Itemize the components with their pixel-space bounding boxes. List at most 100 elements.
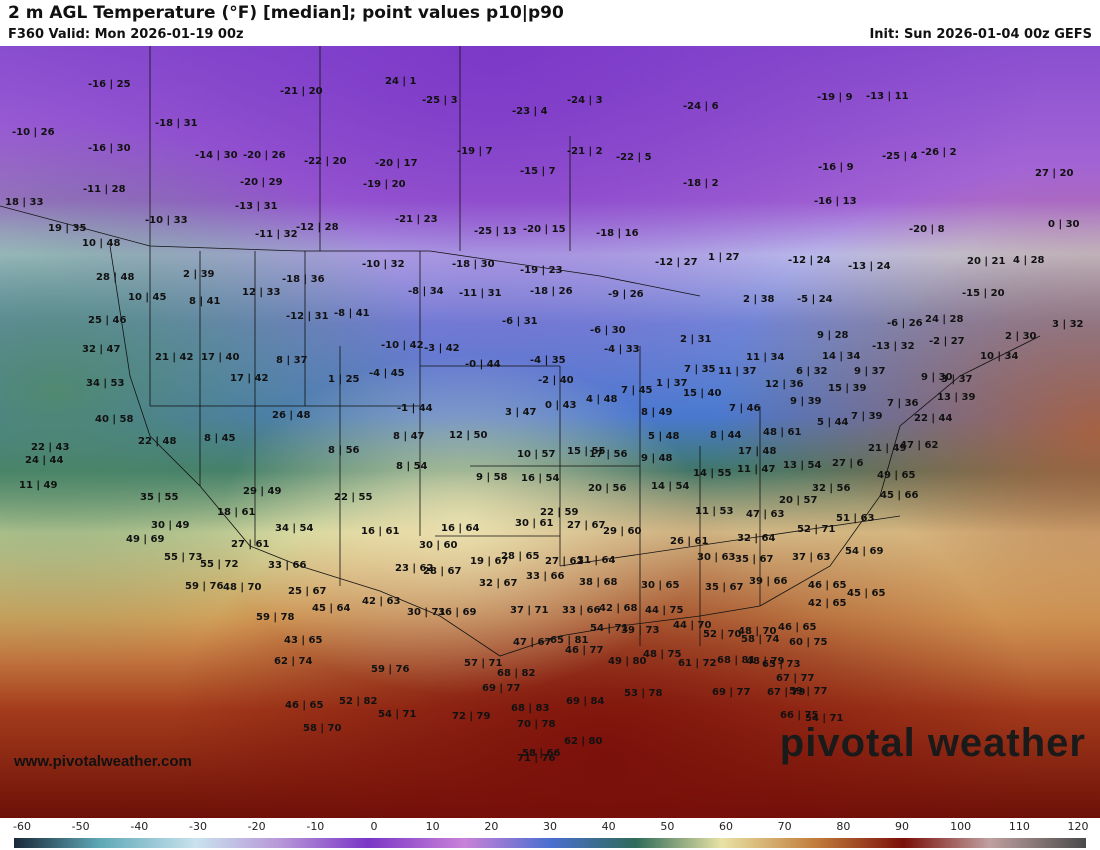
- point-value: 66 | 75: [780, 710, 819, 721]
- point-value: 27 | 6: [832, 458, 864, 469]
- point-value: 58 | 66: [522, 748, 561, 759]
- point-value: 49 | 69: [126, 534, 165, 545]
- point-value: -6 | 26: [887, 318, 923, 329]
- point-value: -15 | 20: [962, 288, 1005, 299]
- point-value: 16 | 64: [441, 523, 480, 534]
- point-value: -18 | 30: [452, 259, 495, 270]
- point-value: 30 | 65: [641, 580, 680, 591]
- point-value: 3 | 32: [1052, 319, 1084, 330]
- map-title: 2 m AGL Temperature (°F) [median]; point…: [8, 3, 564, 23]
- point-value: 1 | 37: [656, 378, 688, 389]
- point-value: -11 | 32: [255, 229, 298, 240]
- point-value: 15 | 39: [828, 383, 867, 394]
- point-value: 52 | 82: [339, 696, 378, 707]
- point-value: 68 | 82: [497, 668, 536, 679]
- point-value: 2 | 30: [1005, 331, 1037, 342]
- point-value: -11 | 31: [459, 288, 502, 299]
- point-value: 58 | 74: [741, 634, 780, 645]
- site-url[interactable]: www.pivotalweather.com: [14, 753, 192, 770]
- point-value: 46 | 77: [565, 645, 604, 656]
- point-value: 26 | 61: [670, 536, 709, 547]
- point-value: 37 | 63: [792, 552, 831, 563]
- point-value: 5 | 48: [648, 431, 680, 442]
- point-value: 30 | 63: [697, 552, 736, 563]
- point-value: 27 | 20: [1035, 168, 1074, 179]
- point-value: -8 | 41: [334, 308, 370, 319]
- colorbar-tick-label: -60: [13, 820, 31, 833]
- point-value: -6 | 30: [590, 325, 626, 336]
- point-value: 16 | 54: [521, 473, 560, 484]
- point-value: 68 | 83: [511, 703, 550, 714]
- point-value: 32 | 67: [479, 578, 518, 589]
- point-value: 45 | 64: [312, 603, 351, 614]
- point-value: 23 | 62: [395, 563, 434, 574]
- point-value: 36 | 69: [438, 607, 477, 618]
- point-value: 32 | 64: [737, 533, 776, 544]
- point-value: 69 | 77: [712, 687, 751, 698]
- colorbar-tick-label: 40: [601, 820, 616, 833]
- point-value: -16 | 25: [88, 79, 131, 90]
- point-value: 15 | 55: [567, 446, 606, 457]
- point-value: -19 | 23: [520, 265, 563, 276]
- point-value: 0 | 30: [1048, 219, 1080, 230]
- point-value: -10 | 33: [145, 215, 188, 226]
- point-value: 8 | 49: [641, 407, 673, 418]
- point-value: 14 | 34: [822, 351, 861, 362]
- point-value: -20 | 17: [375, 158, 418, 169]
- point-value: 21 | 49: [868, 443, 907, 454]
- point-value: 20 | 56: [588, 483, 627, 494]
- point-value: 70 | 78: [517, 719, 556, 730]
- point-value: 14 | 55: [693, 468, 732, 479]
- point-value: 11 | 47: [737, 464, 776, 475]
- point-value: 71 | 76: [517, 753, 556, 764]
- point-value: 34 | 53: [86, 378, 125, 389]
- point-value: 22 | 48: [138, 436, 177, 447]
- point-value: 65 | 81: [550, 635, 589, 646]
- point-value: 28 | 48: [96, 272, 135, 283]
- point-value: 9 | 58: [476, 472, 508, 483]
- point-value: -18 | 2: [683, 178, 719, 189]
- point-value: -8 | 34: [408, 286, 444, 297]
- point-value: 48 | 70: [223, 582, 262, 593]
- point-value: -18 | 26: [530, 286, 573, 297]
- point-value: 33 | 66: [562, 605, 601, 616]
- point-value: 72 | 79: [452, 711, 491, 722]
- point-value: 30 | 49: [151, 520, 190, 531]
- point-value: 0 | 43: [545, 400, 577, 411]
- point-value: -21 | 20: [280, 86, 323, 97]
- point-value: 42 | 63: [362, 596, 401, 607]
- point-value: 54 | 71: [378, 709, 417, 720]
- point-value: 59 | 76: [185, 581, 224, 592]
- point-value: 20 | 57: [779, 495, 818, 506]
- point-value: 59 | 76: [371, 664, 410, 675]
- point-value: 40 | 58: [95, 414, 134, 425]
- temperature-map[interactable]: -16 | 25 -10 | 26 -16 | 30 -18 | 31 -11 | 28…: [0, 46, 1100, 818]
- point-value: 13 | 54: [783, 460, 822, 471]
- point-value: -24 | 3: [567, 95, 603, 106]
- point-value: 49 | 80: [608, 656, 647, 667]
- point-value: 44 | 70: [673, 620, 712, 631]
- point-value: 48 | 75: [643, 649, 682, 660]
- colorbar-tick-label: 30: [543, 820, 557, 833]
- point-value: 16 | 61: [361, 526, 400, 537]
- point-value: -25 | 13: [474, 226, 517, 237]
- point-value: 25 | 67: [288, 586, 327, 597]
- point-value: 15 | 40: [683, 388, 722, 399]
- point-value: 62 | 74: [274, 656, 313, 667]
- point-value: 19 | 35: [48, 223, 87, 234]
- point-value: 11 | 37: [718, 366, 757, 377]
- colorbar-tick-label: 80: [836, 820, 851, 833]
- point-value: 8 | 54: [396, 461, 428, 472]
- point-value: 46 | 65: [285, 700, 324, 711]
- point-value: 44 | 75: [645, 605, 684, 616]
- colorbar-tick-label: -20: [247, 820, 266, 833]
- header: 2 m AGL Temperature (°F) [median]; point…: [0, 0, 1100, 46]
- point-value: 4 | 48: [586, 394, 618, 405]
- point-value: 4 | 28: [1013, 255, 1045, 266]
- point-value: 12 | 50: [449, 430, 488, 441]
- point-value: 6 | 32: [796, 366, 828, 377]
- valid-time: F360 Valid: Mon 2026-01-19 00z: [8, 27, 244, 42]
- point-value: 62 | 80: [564, 736, 603, 747]
- point-value: -2 | 27: [929, 336, 965, 347]
- point-value: 54 | 69: [845, 546, 884, 557]
